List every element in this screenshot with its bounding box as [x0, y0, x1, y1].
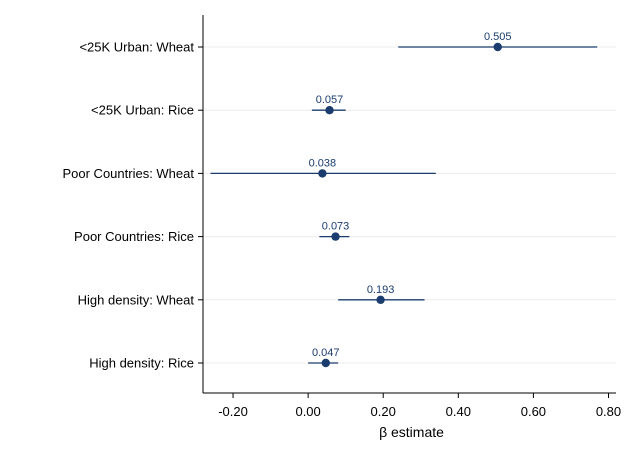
category-label: <25K Urban: Rice: [91, 103, 194, 118]
estimate-point: [376, 295, 385, 304]
category-label: <25K Urban: Wheat: [79, 40, 194, 55]
category-label: Poor Countries: Rice: [74, 229, 194, 244]
estimate-point: [325, 106, 334, 115]
estimate-point: [321, 358, 330, 368]
x-tick-label: 0.40: [446, 404, 471, 419]
estimate-points: [318, 42, 502, 368]
category-label: High density: Wheat: [78, 292, 195, 307]
x-tick-label: 0.80: [596, 404, 621, 419]
data-label: 0.038: [309, 157, 337, 169]
data-label: 0.057: [316, 94, 344, 106]
estimate-point: [493, 42, 502, 52]
x-tick-label: 0.60: [521, 404, 546, 419]
x-tick-label: 0.00: [295, 404, 320, 419]
data-label: 0.193: [367, 284, 395, 296]
data-labels: 0.505 0.057 0.038 0.073 0.193 0.047: [309, 31, 512, 359]
category-label: Poor Countries: Wheat: [62, 166, 194, 181]
x-axis-ticks: -0.20 0.00 0.20 0.40 0.60 0.80: [218, 393, 621, 419]
estimate-point: [318, 169, 327, 178]
x-tick-label: -0.20: [218, 404, 248, 419]
data-label: 0.047: [312, 347, 340, 359]
x-tick-label: 0.20: [371, 404, 396, 419]
category-labels: <25K Urban: Wheat <25K Urban: Rice Poor Co…: [62, 40, 203, 371]
data-label: 0.505: [484, 31, 512, 43]
x-axis-title: β estimate: [379, 424, 444, 440]
category-label: High density: Rice: [89, 356, 194, 371]
data-label: 0.073: [322, 221, 350, 233]
estimate-point: [331, 232, 340, 241]
